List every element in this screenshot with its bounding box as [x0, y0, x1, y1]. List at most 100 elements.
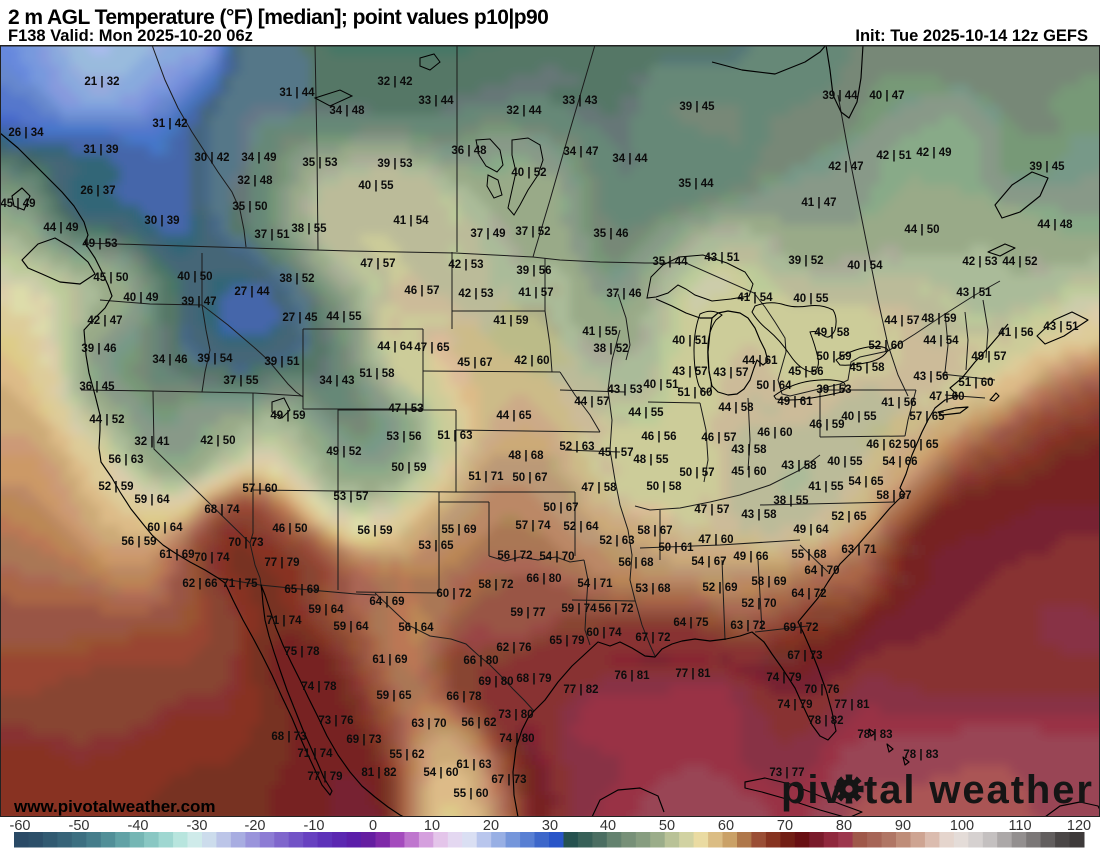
svg-text:35 | 53: 35 | 53	[302, 157, 337, 169]
svg-text:51 | 60: 51 | 60	[677, 387, 712, 399]
svg-text:43 | 53: 43 | 53	[607, 384, 642, 396]
svg-text:45 | 57: 45 | 57	[598, 447, 633, 459]
svg-text:77 | 79: 77 | 79	[307, 771, 342, 783]
svg-text:37 | 52: 37 | 52	[515, 226, 550, 238]
svg-text:35 | 50: 35 | 50	[232, 201, 267, 213]
svg-text:71 | 74: 71 | 74	[297, 748, 333, 760]
svg-text:33 | 43: 33 | 43	[562, 95, 597, 107]
svg-text:45 | 50: 45 | 50	[93, 272, 128, 284]
svg-text:37 | 49: 37 | 49	[470, 228, 505, 240]
svg-text:68 | 73: 68 | 73	[271, 731, 306, 743]
svg-text:50 | 59: 50 | 59	[391, 462, 426, 474]
svg-text:90: 90	[895, 818, 911, 834]
svg-text:31 | 39: 31 | 39	[83, 144, 118, 156]
svg-text:70: 70	[777, 818, 793, 834]
svg-text:78 | 82: 78 | 82	[808, 715, 843, 727]
svg-text:51 | 63: 51 | 63	[437, 430, 472, 442]
svg-text:77 | 81: 77 | 81	[834, 699, 870, 711]
svg-text:40 | 47: 40 | 47	[869, 90, 904, 102]
svg-text:41 | 47: 41 | 47	[801, 197, 836, 209]
svg-text:54 | 70: 54 | 70	[539, 551, 574, 563]
svg-text:-20: -20	[245, 818, 266, 834]
svg-text:71 | 74: 71 | 74	[266, 615, 302, 627]
svg-text:49 | 53: 49 | 53	[82, 238, 117, 250]
svg-text:46 | 60: 46 | 60	[757, 427, 792, 439]
svg-text:39 | 44: 39 | 44	[822, 90, 858, 102]
svg-text:27 | 44: 27 | 44	[234, 286, 270, 298]
svg-text:56 | 72: 56 | 72	[497, 550, 532, 562]
svg-text:49 | 58: 49 | 58	[814, 327, 850, 339]
svg-text:43 | 56: 43 | 56	[913, 371, 948, 383]
svg-text:61 | 69: 61 | 69	[159, 549, 194, 561]
svg-text:52 | 64: 52 | 64	[563, 521, 599, 533]
svg-text:34 | 44: 34 | 44	[612, 153, 648, 165]
svg-text:51 | 60: 51 | 60	[958, 377, 993, 389]
svg-text:39 | 45: 39 | 45	[679, 101, 715, 113]
svg-text:49 | 64: 49 | 64	[793, 524, 829, 536]
svg-text:40 | 55: 40 | 55	[841, 411, 877, 423]
svg-text:30 | 39: 30 | 39	[144, 215, 179, 227]
svg-text:55 | 60: 55 | 60	[453, 788, 488, 800]
svg-text:56 | 68: 56 | 68	[618, 557, 654, 569]
svg-text:75 | 78: 75 | 78	[284, 646, 320, 658]
svg-text:56 | 63: 56 | 63	[108, 454, 143, 466]
svg-text:40 | 55: 40 | 55	[827, 456, 863, 468]
svg-text:39 | 51: 39 | 51	[264, 356, 300, 368]
svg-text:43 | 51: 43 | 51	[956, 287, 992, 299]
svg-text:60 | 74: 60 | 74	[586, 627, 622, 639]
svg-text:39 | 54: 39 | 54	[197, 353, 233, 365]
svg-text:49 | 61: 49 | 61	[777, 396, 813, 408]
svg-text:52 | 60: 52 | 60	[868, 340, 903, 352]
svg-text:27 | 45: 27 | 45	[282, 312, 318, 324]
svg-text:67 | 73: 67 | 73	[491, 774, 526, 786]
svg-text:44 | 61: 44 | 61	[742, 355, 778, 367]
svg-text:47 | 53: 47 | 53	[388, 403, 423, 415]
svg-text:66 | 80: 66 | 80	[463, 655, 498, 667]
svg-text:60 | 64: 60 | 64	[147, 522, 183, 534]
svg-text:53 | 68: 53 | 68	[635, 583, 671, 595]
svg-text:55 | 69: 55 | 69	[441, 524, 476, 536]
svg-text:70 | 76: 70 | 76	[804, 684, 839, 696]
svg-text:73 | 77: 73 | 77	[769, 767, 804, 779]
svg-text:Init: Tue 2025-10-14 12z GEFS: Init: Tue 2025-10-14 12z GEFS	[855, 27, 1088, 45]
svg-text:50 | 57: 50 | 57	[679, 467, 714, 479]
svg-text:46 | 50: 46 | 50	[272, 523, 307, 535]
svg-text:76 | 81: 76 | 81	[614, 670, 650, 682]
svg-text:61 | 63: 61 | 63	[456, 759, 491, 771]
svg-text:34 | 49: 34 | 49	[241, 152, 276, 164]
svg-text:45 | 58: 45 | 58	[849, 362, 885, 374]
svg-text:40 | 51: 40 | 51	[672, 335, 708, 347]
svg-text:44 | 57: 44 | 57	[574, 396, 609, 408]
svg-text:50 | 58: 50 | 58	[646, 481, 682, 493]
svg-text:53 | 57: 53 | 57	[333, 491, 368, 503]
svg-text:67 | 73: 67 | 73	[787, 650, 822, 662]
svg-text:40: 40	[600, 818, 616, 834]
svg-text:46 | 56: 46 | 56	[641, 431, 676, 443]
svg-text:52 | 63: 52 | 63	[559, 441, 594, 453]
svg-text:43 | 51: 43 | 51	[1043, 321, 1079, 333]
svg-text:67 | 72: 67 | 72	[635, 632, 670, 644]
svg-text:43 | 57: 43 | 57	[713, 367, 748, 379]
svg-text:43 | 58: 43 | 58	[731, 444, 767, 456]
svg-text:40 | 55: 40 | 55	[793, 293, 829, 305]
svg-text:49 | 52: 49 | 52	[326, 446, 361, 458]
svg-text:F138 Valid: Mon 2025-10-20 06z: F138 Valid: Mon 2025-10-20 06z	[8, 27, 253, 45]
svg-text:41 | 55: 41 | 55	[582, 326, 618, 338]
svg-text:58 | 72: 58 | 72	[478, 579, 513, 591]
svg-text:59 | 65: 59 | 65	[376, 690, 412, 702]
svg-text:40 | 55: 40 | 55	[358, 180, 394, 192]
svg-text:-60: -60	[10, 818, 31, 834]
svg-text:55 | 62: 55 | 62	[389, 749, 424, 761]
svg-text:40 | 50: 40 | 50	[177, 271, 212, 283]
svg-text:50 | 59: 50 | 59	[816, 351, 851, 363]
svg-text:49 | 59: 49 | 59	[270, 410, 305, 422]
svg-text:32 | 42: 32 | 42	[377, 76, 412, 88]
svg-text:63 | 71: 63 | 71	[841, 544, 877, 556]
svg-text:69 | 80: 69 | 80	[478, 676, 513, 688]
svg-text:36 | 48: 36 | 48	[451, 145, 487, 157]
svg-text:44 | 57: 44 | 57	[884, 315, 919, 327]
svg-text:57 | 65: 57 | 65	[909, 411, 945, 423]
svg-text:50 | 65: 50 | 65	[903, 439, 939, 451]
svg-text:63 | 72: 63 | 72	[730, 620, 765, 632]
svg-text:-50: -50	[69, 818, 90, 834]
